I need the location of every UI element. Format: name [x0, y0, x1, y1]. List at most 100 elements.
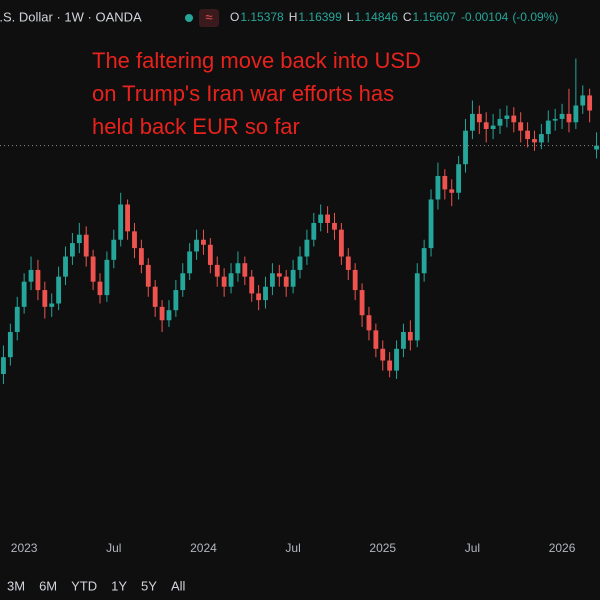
candle-body: [545, 120, 551, 135]
candle-body: [104, 259, 110, 296]
candle-body: [145, 264, 151, 287]
candle-body: [352, 269, 358, 291]
candle-body: [187, 251, 193, 274]
candle-body: [283, 276, 289, 287]
status-dot: [185, 14, 193, 22]
ohlc-value: 1.15378: [240, 10, 284, 24]
ohlc-value: 1.15607: [413, 10, 457, 24]
candle-body: [235, 263, 241, 274]
candle-body: [194, 239, 199, 252]
candle-body: [35, 269, 41, 291]
candle-body: [28, 269, 34, 282]
candle-body: [490, 125, 496, 129]
candle-body: [318, 214, 324, 223]
x-tick-label: 2023: [11, 541, 38, 555]
indicator-icon: ≈: [205, 9, 212, 24]
candle-body: [297, 256, 303, 270]
range-button[interactable]: All: [171, 578, 186, 593]
candle-body: [7, 332, 13, 358]
candle-body: [242, 263, 248, 277]
candle-body: [483, 122, 489, 129]
candle-body: [290, 269, 296, 287]
candle-body: [435, 175, 441, 200]
candle-body: [214, 264, 220, 277]
candle-body: [449, 189, 455, 193]
candle-body: [345, 256, 351, 270]
range-button[interactable]: YTD: [71, 578, 97, 593]
candle-body: [414, 273, 420, 341]
candle-body: [470, 113, 475, 131]
candle-body: [442, 175, 448, 190]
candle-body: [14, 306, 20, 333]
candle-body: [566, 113, 572, 123]
ohlc-value: 1.14846: [354, 10, 398, 24]
candle-body: [552, 118, 558, 121]
candle-body: [532, 139, 537, 143]
x-tick-label: 2024: [190, 541, 217, 555]
candle-body: [207, 244, 213, 265]
candle-body: [373, 330, 379, 349]
candle-body: [401, 332, 406, 349]
candle-body: [407, 332, 413, 341]
candle-body: [366, 315, 372, 331]
candle-body: [256, 293, 262, 301]
candle-body: [138, 248, 144, 265]
candle-body: [63, 256, 68, 277]
candle-body: [387, 360, 393, 371]
candle-body: [118, 204, 124, 240]
candle-body: [111, 239, 117, 260]
ohlc-value: 1.16399: [298, 10, 342, 24]
candle-body: [428, 199, 434, 249]
candle-body: [580, 95, 586, 106]
x-tick-label: 2026: [549, 541, 576, 555]
candle-body: [49, 303, 55, 307]
candle-body: [76, 234, 82, 244]
candle-body: [538, 134, 544, 143]
candle-body: [338, 229, 344, 257]
candle-body: [380, 348, 386, 361]
plot-area: 2023 Jul 2024 Jul 2025 Jul 2026 The faltering m…: [0, 48, 600, 555]
candle-body: [152, 286, 158, 307]
candle-body: [518, 122, 524, 131]
candle-body: [70, 243, 75, 257]
candle-body: [263, 286, 268, 301]
candle-body: [132, 231, 137, 249]
ohlc-label: L: [347, 10, 354, 24]
x-tick-label: Jul: [465, 541, 480, 555]
bottom-toolbar: [0, 572, 600, 600]
change-percent: (-0.09%): [512, 10, 558, 24]
candle-body: [276, 273, 282, 277]
candle-body: [594, 145, 599, 150]
candle-body: [559, 113, 565, 119]
candle-body: [497, 118, 503, 126]
x-tick-label: 2025: [369, 541, 396, 555]
ohlc-label: H: [289, 10, 298, 24]
candle-body: [270, 273, 275, 287]
annotation: held back EUR so far: [92, 114, 300, 139]
candle-body: [159, 306, 165, 321]
candle-body: [166, 310, 172, 321]
range-button[interactable]: 6M: [39, 578, 57, 593]
candle-body: [573, 105, 579, 123]
candle-body: [325, 214, 330, 223]
candle-body: [304, 239, 310, 257]
x-tick-label: Jul: [106, 541, 121, 555]
candle-body: [180, 273, 186, 291]
candle-body: [311, 222, 317, 240]
candle-body: [504, 115, 510, 119]
indicator-button[interactable]: [199, 9, 219, 27]
candle-body: [125, 204, 130, 232]
candle-body: [359, 290, 365, 316]
candle-body: [587, 95, 593, 111]
range-button[interactable]: 5Y: [141, 578, 157, 593]
candle-body: [173, 290, 179, 311]
candle-body: [394, 348, 399, 371]
annotation: The faltering move back into USD: [92, 48, 421, 73]
range-button[interactable]: 1Y: [111, 578, 127, 593]
change-value: -0.00104: [461, 10, 509, 24]
range-buttons: 3M 6M YTD 1Y 5Y All: [7, 578, 185, 593]
candle-body: [476, 113, 482, 123]
range-button[interactable]: 3M: [7, 578, 25, 593]
ohlc-label: O: [230, 10, 239, 24]
